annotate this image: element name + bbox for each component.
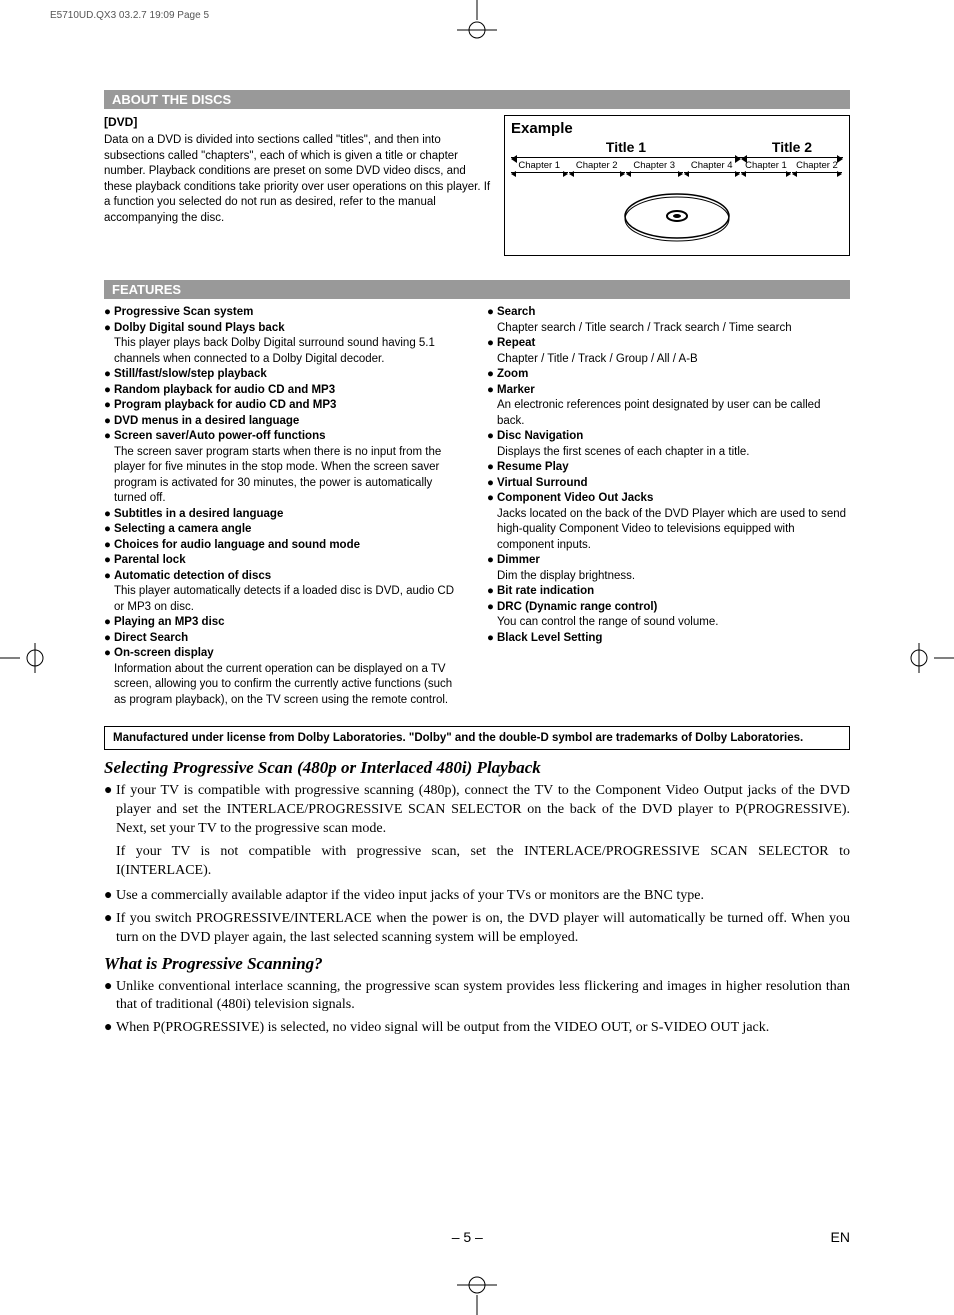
feature-item: ●Disc Navigation bbox=[487, 429, 850, 445]
feature-item: ●Direct Search bbox=[104, 631, 467, 647]
feature-item: ●Progressive Scan system bbox=[104, 305, 467, 321]
feature-item: ●Zoom bbox=[487, 367, 850, 383]
disc-icon bbox=[511, 189, 843, 247]
feature-item: ●Selecting a camera angle bbox=[104, 522, 467, 538]
feature-desc: The screen saver program starts when the… bbox=[104, 445, 467, 507]
page-number: – 5 – bbox=[452, 1229, 483, 1245]
print-header: E5710UD.QX3 03.2.7 19:09 Page 5 bbox=[50, 10, 209, 21]
feature-item: ●Black Level Setting bbox=[487, 631, 850, 647]
feature-desc: Displays the first scenes of each chapte… bbox=[487, 445, 850, 461]
dvd-body: Data on a DVD is divided into sections c… bbox=[104, 133, 492, 226]
progressive-head: Selecting Progressive Scan (480p or Inte… bbox=[104, 758, 850, 778]
feature-item: ●Subtitles in a desired language bbox=[104, 507, 467, 523]
feature-desc: Jacks located on the back of the DVD Pla… bbox=[487, 507, 850, 554]
progressive-item: ●If you switch PROGRESSIVE/INTERLACE whe… bbox=[104, 910, 850, 948]
chapter-label: Chapter 1 bbox=[511, 160, 569, 173]
chapter-label: Chapter 2 bbox=[792, 160, 843, 173]
feature-desc: This player automatically detects if a l… bbox=[104, 584, 467, 615]
feature-item: ●Resume Play bbox=[487, 460, 850, 476]
feature-item: ●Dolby Digital sound Plays back bbox=[104, 321, 467, 337]
feature-item: ●Automatic detection of discs bbox=[104, 569, 467, 585]
progressive-extra: If your TV is not compatible with progre… bbox=[104, 843, 850, 881]
features-left: ●Progressive Scan system●Dolby Digital s… bbox=[104, 305, 467, 708]
whatps-head: What is Progressive Scanning? bbox=[104, 954, 850, 974]
feature-item: ●Still/fast/slow/step playback bbox=[104, 367, 467, 383]
feature-item: ●Program playback for audio CD and MP3 bbox=[104, 398, 467, 414]
page-lang: EN bbox=[831, 1229, 850, 1245]
feature-desc: An electronic references point designate… bbox=[487, 398, 850, 429]
progressive-item: ●If your TV is compatible with progressi… bbox=[104, 782, 850, 839]
crop-mark-bottom bbox=[447, 1275, 507, 1315]
whatps-item: ●Unlike conventional interlace scanning,… bbox=[104, 978, 850, 1016]
feature-item: ●Search bbox=[487, 305, 850, 321]
feature-desc: Chapter search / Title search / Track se… bbox=[487, 321, 850, 337]
feature-item: ●Bit rate indication bbox=[487, 584, 850, 600]
features-right: ●SearchChapter search / Title search / T… bbox=[487, 305, 850, 708]
chapter-label: Chapter 4 bbox=[684, 160, 742, 173]
dvd-subhead: [DVD] bbox=[104, 115, 492, 129]
example-box: Example Title 1 Title 2 Chapter 1Chapter… bbox=[504, 115, 850, 256]
chapter-label: Chapter 3 bbox=[626, 160, 684, 173]
feature-desc: Dim the display brightness. bbox=[487, 569, 850, 585]
feature-item: ●Dimmer bbox=[487, 553, 850, 569]
section-header-features: FEATURES bbox=[104, 280, 850, 299]
feature-desc: You can control the range of sound volum… bbox=[487, 615, 850, 631]
feature-desc: Information about the current operation … bbox=[104, 662, 467, 709]
crop-mark-top bbox=[447, 0, 507, 40]
whatps-item: ●When P(PROGRESSIVE) is selected, no vid… bbox=[104, 1019, 850, 1038]
feature-item: ●Virtual Surround bbox=[487, 476, 850, 492]
feature-item: ●DRC (Dynamic range control) bbox=[487, 600, 850, 616]
feature-desc: Chapter / Title / Track / Group / All / … bbox=[487, 352, 850, 368]
title2: Title 2 bbox=[741, 139, 843, 155]
feature-item: ●Playing an MP3 disc bbox=[104, 615, 467, 631]
section-header-about: ABOUT THE DISCS bbox=[104, 90, 850, 109]
feature-item: ●Choices for audio language and sound mo… bbox=[104, 538, 467, 554]
progressive-item: ●Use a commercially available adaptor if… bbox=[104, 887, 850, 906]
feature-item: ●Parental lock bbox=[104, 553, 467, 569]
feature-desc: This player plays back Dolby Digital sur… bbox=[104, 336, 467, 367]
chapter-label: Chapter 2 bbox=[569, 160, 627, 173]
feature-item: ●On-screen display bbox=[104, 646, 467, 662]
example-label: Example bbox=[511, 120, 843, 137]
chapter-label: Chapter 1 bbox=[741, 160, 792, 173]
feature-item: ●Repeat bbox=[487, 336, 850, 352]
feature-item: ●DVD menus in a desired language bbox=[104, 414, 467, 430]
feature-item: ●Marker bbox=[487, 383, 850, 399]
crop-mark-left bbox=[0, 638, 60, 678]
feature-item: ●Random playback for audio CD and MP3 bbox=[104, 383, 467, 399]
feature-item: ●Screen saver/Auto power-off functions bbox=[104, 429, 467, 445]
dolby-notice: Manufactured under license from Dolby La… bbox=[104, 726, 850, 750]
crop-mark-right bbox=[894, 638, 954, 678]
title1: Title 1 bbox=[511, 139, 741, 155]
feature-item: ●Component Video Out Jacks bbox=[487, 491, 850, 507]
